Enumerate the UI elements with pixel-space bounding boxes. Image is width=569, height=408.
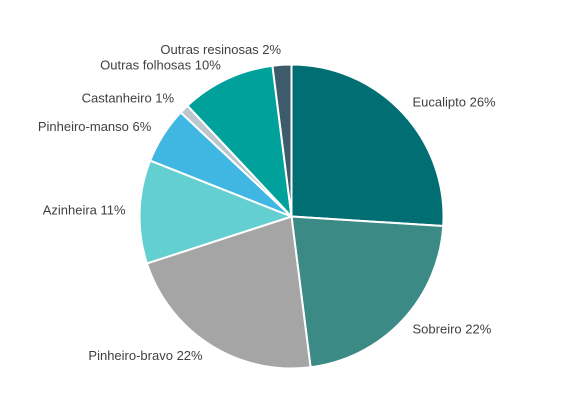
pie-slice-outras-resinosas: [271, 63, 293, 218]
pie-data-labels: Eucalipto 26% Sobreiro 22% Pinheiro-bravo …: [38, 42, 496, 363]
pie-slice-eucalipto: [290, 63, 445, 228]
pie-slice-pinheiro-bravo: [145, 215, 312, 370]
data-label-outras-resinosas: Outras resinosas 2%: [160, 42, 281, 57]
data-label-sobreiro: Sobreiro 22%: [413, 322, 492, 337]
pie-slices: [138, 63, 445, 370]
pie-slice-outras-folhosas: [186, 64, 293, 218]
pie-slice-sobreiro: [290, 215, 445, 369]
data-label-castanheiro: Castanheiro 1%: [82, 91, 175, 106]
data-label-outras-folhosas: Outras folhosas 10%: [100, 58, 221, 73]
data-label-eucalipto: Eucalipto 26%: [413, 94, 497, 109]
pie-slice-azinheira: [138, 159, 293, 265]
data-label-pinheiro-manso: Pinheiro-manso 6%: [38, 119, 152, 134]
data-label-azinheira: Azinheira 11%: [43, 203, 126, 218]
data-label-pinheiro-bravo: Pinheiro-bravo 22%: [88, 348, 203, 363]
